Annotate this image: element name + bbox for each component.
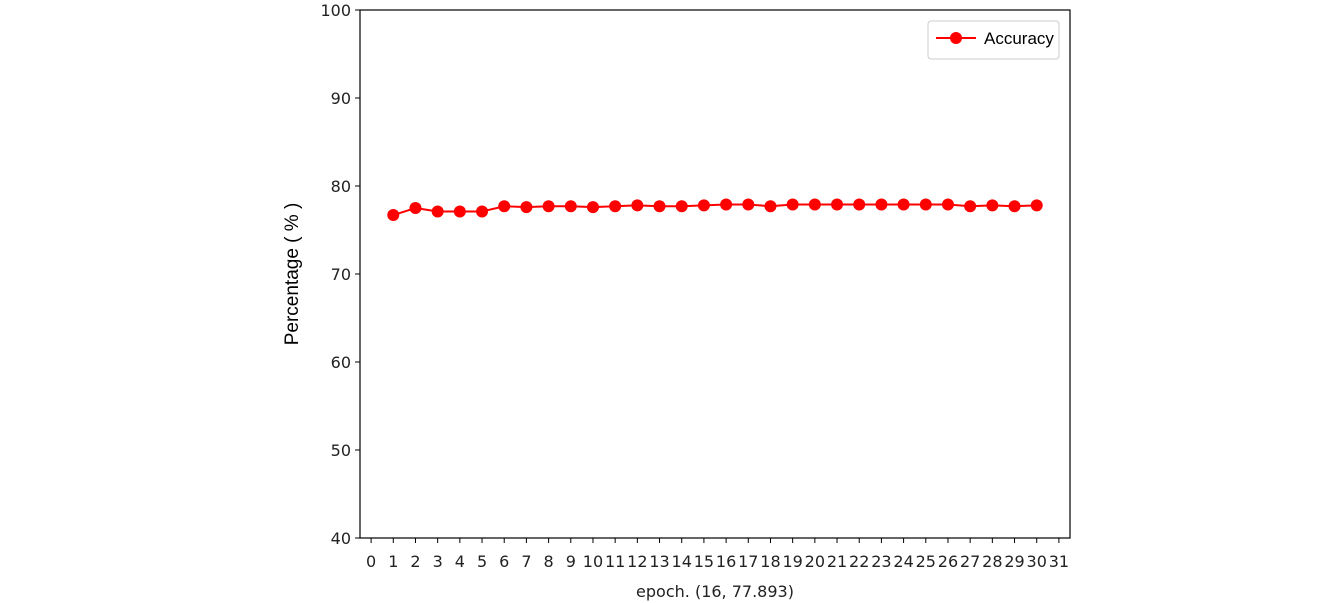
accuracy-point xyxy=(720,198,733,211)
accuracy-point xyxy=(409,202,422,214)
accuracy-point xyxy=(742,198,755,211)
accuracy-point xyxy=(831,198,844,211)
accuracy-point xyxy=(853,198,866,211)
y-tick-label: 40 xyxy=(331,529,351,548)
y-tick-label: 70 xyxy=(331,265,351,284)
x-tick-label: 31 xyxy=(1049,552,1069,571)
accuracy-point xyxy=(453,205,466,218)
x-tick-label: 2 xyxy=(410,552,420,571)
x-tick-label: 30 xyxy=(1027,552,1047,571)
accuracy-point xyxy=(697,199,710,212)
x-tick-label: 21 xyxy=(827,552,847,571)
x-axis: 0 1 2 3 4 5 6 7 8 9 10 11 12 13 14 15 16 17 18 19 20 21 22 23 24… xyxy=(366,538,1069,571)
accuracy-point xyxy=(764,200,777,213)
x-tick-label: 20 xyxy=(805,552,825,571)
y-tick-label: 100 xyxy=(320,1,351,20)
x-tick-label: 19 xyxy=(782,552,802,571)
accuracy-point xyxy=(1008,200,1021,213)
legend: Accuracy xyxy=(927,20,1060,60)
accuracy-point xyxy=(586,201,599,214)
legend-box xyxy=(927,20,1060,60)
x-tick-label: 9 xyxy=(566,552,576,571)
accuracy-point xyxy=(476,205,489,218)
accuracy-point xyxy=(1030,199,1043,212)
x-tick-label: 6 xyxy=(499,552,509,571)
x-tick-label: 18 xyxy=(760,552,780,571)
y-axis-label: Percentage ( % ) xyxy=(282,203,303,346)
x-tick-label: 3 xyxy=(433,552,443,571)
legend-swatch-marker xyxy=(950,32,962,44)
y-tick-label: 80 xyxy=(331,177,351,196)
accuracy-point xyxy=(609,200,622,213)
y-tick-label: 90 xyxy=(331,89,351,108)
x-axis-label: epoch. (16, 77.893) xyxy=(636,582,794,601)
series-accuracy xyxy=(387,198,1043,222)
accuracy-point xyxy=(919,198,932,211)
x-tick-label: 24 xyxy=(893,552,913,571)
legend-label-accuracy: Accuracy xyxy=(984,29,1054,48)
x-tick-label: 4 xyxy=(455,552,465,571)
accuracy-point xyxy=(498,200,511,213)
x-tick-label: 1 xyxy=(388,552,398,571)
x-tick-label: 27 xyxy=(960,552,980,571)
x-tick-label: 13 xyxy=(649,552,669,571)
x-tick-label: 14 xyxy=(672,552,692,571)
x-tick-label: 29 xyxy=(1004,552,1024,571)
accuracy-point xyxy=(897,198,910,211)
plot-area-frame xyxy=(359,9,1071,539)
accuracy-point xyxy=(542,200,555,213)
accuracy-point xyxy=(786,198,799,211)
accuracy-point xyxy=(387,209,400,222)
y-tick-label: 50 xyxy=(331,441,351,460)
x-tick-label: 25 xyxy=(916,552,936,571)
accuracy-point xyxy=(431,205,444,218)
x-tick-label: 16 xyxy=(716,552,736,571)
accuracy-line xyxy=(392,203,1037,216)
y-tick-label: 60 xyxy=(331,353,351,372)
x-tick-label: 10 xyxy=(583,552,603,571)
accuracy-point xyxy=(675,200,688,213)
accuracy-point xyxy=(653,200,666,213)
x-tick-label: 26 xyxy=(938,552,958,571)
x-tick-label: 28 xyxy=(982,552,1002,571)
x-tick-label: 8 xyxy=(544,552,554,571)
accuracy-point xyxy=(808,198,821,211)
y-axis: 40 50 60 70 80 90 100 xyxy=(320,1,360,548)
accuracy-point xyxy=(964,200,977,213)
x-tick-label: 22 xyxy=(849,552,869,571)
accuracy-point xyxy=(631,199,644,212)
accuracy-point xyxy=(875,198,888,211)
accuracy-point xyxy=(986,199,999,212)
x-tick-label: 23 xyxy=(871,552,891,571)
x-tick-label: 17 xyxy=(738,552,758,571)
x-tick-label: 11 xyxy=(605,552,625,571)
accuracy-point xyxy=(564,200,577,213)
x-tick-label: 5 xyxy=(477,552,487,571)
accuracy-point xyxy=(941,198,954,211)
accuracy-point xyxy=(520,201,533,214)
x-tick-label: 7 xyxy=(521,552,531,571)
x-tick-label: 12 xyxy=(627,552,647,571)
x-tick-label: 15 xyxy=(694,552,714,571)
x-tick-label: 0 xyxy=(366,552,376,571)
